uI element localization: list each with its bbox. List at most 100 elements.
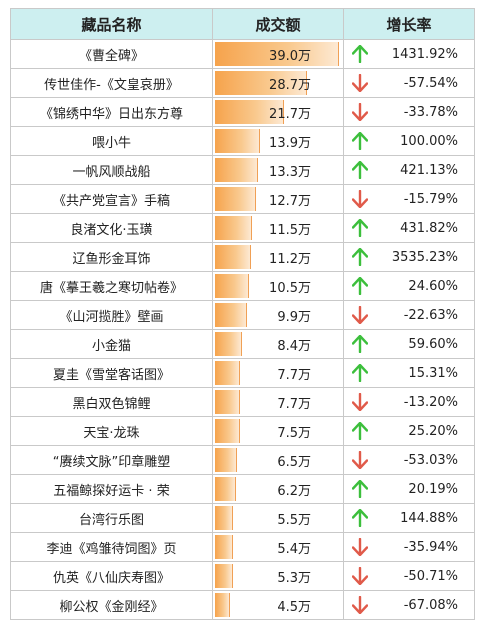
amount-data-bar	[215, 477, 236, 501]
amount-data-bar	[215, 129, 260, 153]
growth-cell: 3535.23%	[343, 242, 475, 272]
table-row: 《山河揽胜》壁画 9.9万 -22.63%	[10, 300, 475, 330]
item-name: 《锦绣中华》日出东方尊	[10, 97, 213, 127]
amount-cell: 7.7万	[212, 358, 344, 388]
amount-data-bar	[215, 42, 339, 66]
item-name: 唐《摹王羲之寒切帖卷》	[10, 271, 213, 301]
amount-cell: 13.3万	[212, 155, 344, 185]
amount-data-bar	[215, 332, 242, 356]
amount-value: 8.4万	[277, 338, 311, 354]
table-row: 小金猫 8.4万 59.60%	[10, 329, 475, 359]
table-header-row: 藏品名称 成交额 增长率	[10, 8, 475, 40]
arrow-down-icon	[352, 393, 368, 411]
growth-value: 24.60%	[408, 278, 458, 294]
item-name: 仇英《八仙庆寿图》	[10, 561, 213, 591]
table-row: 辽鱼形金耳饰 11.2万 3535.23%	[10, 242, 475, 272]
arrow-down-icon	[352, 567, 368, 585]
amount-data-bar	[215, 593, 230, 617]
arrow-down-icon	[352, 103, 368, 121]
growth-value: 1431.92%	[391, 46, 458, 62]
growth-value: -33.78%	[403, 104, 458, 120]
table-row: 天宝·龙珠 7.5万 25.20%	[10, 416, 475, 446]
item-name: 良渚文化·玉璜	[10, 213, 213, 243]
arrow-up-icon	[352, 132, 368, 150]
arrow-up-icon	[352, 422, 368, 440]
table-row: 《曹全碑》 39.0万 1431.92%	[10, 39, 475, 69]
item-name: 《山河揽胜》壁画	[10, 300, 213, 330]
growth-value: 25.20%	[408, 423, 458, 439]
amount-cell: 13.9万	[212, 126, 344, 156]
amount-value: 5.5万	[277, 512, 311, 528]
amount-data-bar	[215, 158, 258, 182]
growth-cell: 59.60%	[343, 329, 475, 359]
growth-cell: -57.54%	[343, 68, 475, 98]
amount-data-bar	[215, 303, 247, 327]
growth-value: -35.94%	[403, 539, 458, 555]
amount-data-bar	[215, 564, 233, 588]
growth-cell: 144.88%	[343, 503, 475, 533]
arrow-down-icon	[352, 74, 368, 92]
amount-value: 11.5万	[269, 222, 311, 238]
arrow-up-icon	[352, 45, 368, 63]
amount-data-bar	[215, 245, 251, 269]
table-row: 仇英《八仙庆寿图》 5.3万 -50.71%	[10, 561, 475, 591]
amount-cell: 5.3万	[212, 561, 344, 591]
amount-data-bar	[215, 419, 240, 443]
amount-value: 13.3万	[269, 164, 311, 180]
amount-value: 7.5万	[277, 425, 311, 441]
item-name: 李迪《鸡雏待饲图》页	[10, 532, 213, 562]
growth-value: -22.63%	[403, 307, 458, 323]
item-name: 台湾行乐图	[10, 503, 213, 533]
growth-value: 59.60%	[408, 336, 458, 352]
growth-cell: -15.79%	[343, 184, 475, 214]
item-name: 传世佳作-《文皇哀册》	[10, 68, 213, 98]
item-name: 辽鱼形金耳饰	[10, 242, 213, 272]
item-name: 五福鲸探好运卡 · 荣	[10, 474, 213, 504]
table-row: 黑白双色锦鲤 7.7万 -13.20%	[10, 387, 475, 417]
growth-cell: 15.31%	[343, 358, 475, 388]
amount-value: 12.7万	[269, 193, 311, 209]
arrow-up-icon	[352, 161, 368, 179]
amount-data-bar	[215, 100, 284, 124]
amount-value: 39.0万	[269, 48, 311, 64]
growth-value: 431.82%	[400, 220, 458, 236]
amount-value: 7.7万	[277, 396, 311, 412]
growth-value: -67.08%	[403, 597, 458, 613]
growth-value: -50.71%	[403, 568, 458, 584]
item-name: 喂小牛	[10, 126, 213, 156]
amount-cell: 11.2万	[212, 242, 344, 272]
table-row: 传世佳作-《文皇哀册》 28.7万 -57.54%	[10, 68, 475, 98]
amount-data-bar	[215, 390, 240, 414]
amount-value: 13.9万	[269, 135, 311, 151]
growth-cell: -67.08%	[343, 590, 475, 620]
amount-data-bar	[215, 71, 307, 95]
arrow-up-icon	[352, 335, 368, 353]
arrow-up-icon	[352, 277, 368, 295]
amount-value: 6.2万	[277, 483, 311, 499]
growth-cell: -33.78%	[343, 97, 475, 127]
item-name: 天宝·龙珠	[10, 416, 213, 446]
amount-value: 28.7万	[269, 77, 311, 93]
growth-cell: -53.03%	[343, 445, 475, 475]
growth-cell: 20.19%	[343, 474, 475, 504]
arrow-up-icon	[352, 248, 368, 266]
growth-value: 421.13%	[400, 162, 458, 178]
growth-cell: -22.63%	[343, 300, 475, 330]
amount-value: 5.4万	[277, 541, 311, 557]
amount-data-bar	[215, 448, 237, 472]
growth-value: -53.03%	[403, 452, 458, 468]
growth-cell: -35.94%	[343, 532, 475, 562]
growth-cell: 1431.92%	[343, 39, 475, 69]
amount-data-bar	[215, 216, 252, 240]
arrow-up-icon	[352, 364, 368, 382]
table-row: 《锦绣中华》日出东方尊 21.7万 -33.78%	[10, 97, 475, 127]
amount-cell: 28.7万	[212, 68, 344, 98]
arrow-down-icon	[352, 451, 368, 469]
growth-cell: 25.20%	[343, 416, 475, 446]
amount-cell: 6.2万	[212, 474, 344, 504]
item-name: “赓续文脉”印章雕塑	[10, 445, 213, 475]
amount-cell: 10.5万	[212, 271, 344, 301]
arrow-down-icon	[352, 306, 368, 324]
table-row: 夏圭《雪堂客话图》 7.7万 15.31%	[10, 358, 475, 388]
amount-cell: 5.5万	[212, 503, 344, 533]
